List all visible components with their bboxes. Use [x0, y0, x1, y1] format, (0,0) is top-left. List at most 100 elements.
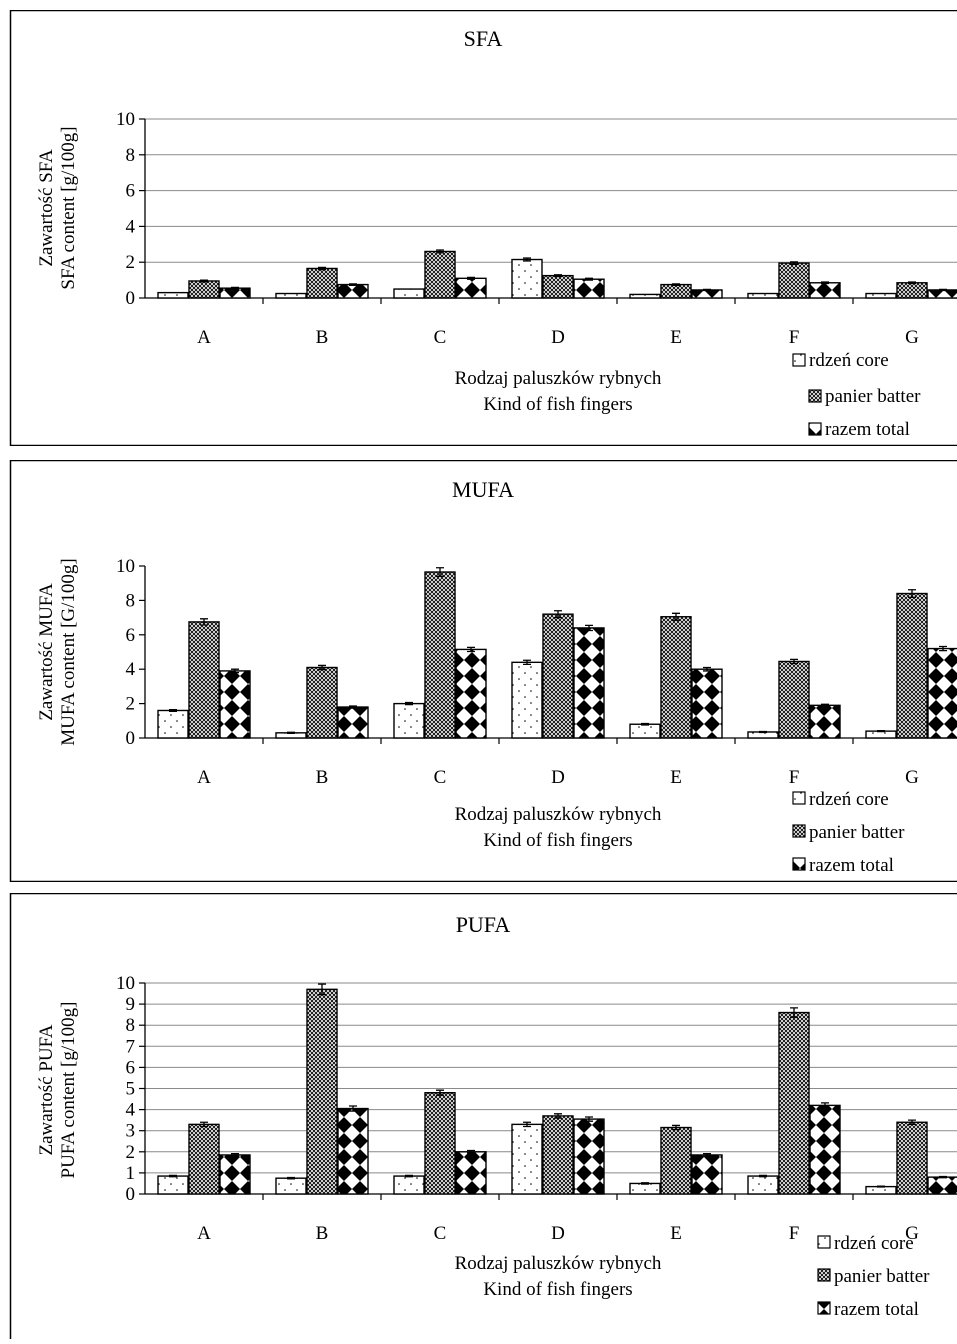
bar-total-F: [810, 705, 840, 738]
legend-label-total: razem total: [825, 419, 910, 440]
y-axis-label-line2: MUFA content [G/100g]: [58, 558, 79, 746]
legend-entry-batter: panier batter: [809, 386, 921, 407]
y-tick-label: 0: [126, 728, 136, 749]
sfa-chart-panel: SFA Zawartość SFA SFA content [g/100g] R…: [0, 10, 957, 446]
y-axis-label-line1: Zawartość SFA: [36, 149, 57, 267]
legend-entry-core: rdzeń core: [793, 350, 889, 371]
x-tick-label: F: [789, 327, 800, 348]
error-bar-core-B: [287, 1178, 295, 1179]
y-tick-label: 2: [126, 252, 136, 273]
y-tick-label: 9: [126, 994, 136, 1015]
x-tick-label: D: [551, 1223, 565, 1244]
bar-batter-A: [189, 1124, 219, 1194]
bar-core-E: [630, 294, 660, 298]
y-tick-label: 4: [126, 1100, 136, 1121]
bar-total-D: [574, 628, 604, 738]
mufa-chart: MUFA Zawartość MUFA MUFA content [G/100g…: [0, 460, 957, 882]
x-axis-label-line1: Rodzaj paluszków rybnych: [455, 804, 662, 825]
legend-label-batter: panier batter: [834, 1266, 930, 1287]
y-tick-label: 2: [126, 1142, 136, 1163]
x-tick-label: B: [316, 767, 329, 788]
x-tick-label: E: [670, 327, 682, 348]
legend-label-total: razem total: [809, 855, 894, 876]
y-axis-label-line2: SFA content [g/100g]: [58, 126, 79, 289]
y-tick-label: 4: [126, 659, 136, 680]
legend-swatch-total: [809, 423, 821, 435]
x-axis-label-line1: Rodzaj paluszków rybnych: [455, 368, 662, 389]
bar-total-E: [692, 669, 722, 738]
x-tick-label: A: [197, 767, 211, 788]
error-bar-core-E: [641, 1183, 649, 1184]
error-bar-core-C: [405, 1175, 413, 1176]
x-axis-label-line2: Kind of fish fingers: [483, 830, 632, 851]
bar-batter-C: [425, 251, 455, 298]
y-tick-label: 0: [126, 288, 136, 309]
y-tick-label: 8: [126, 590, 136, 611]
bar-batter-D: [543, 614, 573, 738]
bar-total-E: [692, 290, 722, 298]
bar-core-G: [866, 1187, 896, 1194]
legend-entry-total: razem total: [818, 1299, 919, 1320]
bar-core-D: [512, 1124, 542, 1194]
y-tick-label: 5: [126, 1079, 136, 1100]
legend: rdzeń core panier batter razem total: [793, 789, 905, 876]
legend-entry-core: rdzeń core: [793, 789, 889, 810]
bar-batter-A: [189, 281, 219, 298]
x-tick-label: D: [551, 327, 565, 348]
legend-label-core: rdzeń core: [834, 1233, 914, 1254]
y-tick-label: 10: [116, 973, 135, 994]
x-axis-label-line1: Rodzaj paluszków rybnych: [455, 1253, 662, 1274]
x-tick-label: C: [434, 767, 447, 788]
legend-entry-total: razem total: [793, 855, 894, 876]
legend-label-core: rdzeń core: [809, 789, 889, 810]
error-bar-core-B: [287, 732, 295, 733]
legend-swatch-batter: [818, 1269, 830, 1281]
legend-entry-total: razem total: [809, 419, 910, 440]
x-tick-label: G: [905, 767, 919, 788]
chart-title: PUFA: [456, 912, 511, 937]
x-tick-label: E: [670, 767, 682, 788]
x-tick-label: D: [551, 767, 565, 788]
bar-batter-E: [661, 1128, 691, 1194]
bar-core-C: [394, 289, 424, 298]
bar-batter-C: [425, 572, 455, 738]
bar-core-A: [158, 293, 188, 298]
bar-core-F: [748, 1176, 778, 1194]
y-tick-label: 2: [126, 694, 136, 715]
sfa-chart: SFA Zawartość SFA SFA content [g/100g] R…: [0, 10, 957, 446]
legend-swatch-total: [793, 858, 805, 870]
legend: rdzeń core panier batter razem total: [818, 1233, 930, 1320]
legend-label-batter: panier batter: [809, 822, 905, 843]
error-bar-core-A: [169, 1175, 177, 1176]
y-tick-label: 10: [116, 556, 135, 577]
x-tick-label: F: [789, 1223, 800, 1244]
legend: rdzeń core panier batter razem total: [793, 350, 921, 440]
legend-swatch-core: [793, 792, 805, 804]
error-bar-core-G: [877, 731, 885, 732]
bar-core-G: [866, 294, 896, 298]
legend-swatch-batter: [793, 825, 805, 837]
bar-core-C: [394, 1176, 424, 1194]
bar-total-A: [220, 1155, 250, 1194]
x-tick-label: F: [789, 767, 800, 788]
bar-core-F: [748, 294, 778, 298]
bar-total-A: [220, 671, 250, 738]
bar-total-A: [220, 288, 250, 298]
bar-core-B: [276, 294, 306, 298]
x-axis-label-line2: Kind of fish fingers: [483, 1279, 632, 1300]
bar-core-C: [394, 704, 424, 738]
legend-entry-batter: panier batter: [793, 822, 905, 843]
legend-swatch-total: [818, 1302, 830, 1314]
bar-total-B: [338, 285, 368, 298]
error-bar-core-F: [759, 731, 767, 732]
bar-batter-E: [661, 617, 691, 738]
chart-title: SFA: [464, 26, 503, 51]
y-tick-label: 7: [126, 1036, 136, 1057]
bar-total-F: [810, 283, 840, 298]
x-tick-label: A: [197, 1223, 211, 1244]
bar-batter-D: [543, 276, 573, 298]
bar-total-C: [456, 649, 486, 738]
bar-total-D: [574, 279, 604, 298]
bar-batter-E: [661, 285, 691, 298]
